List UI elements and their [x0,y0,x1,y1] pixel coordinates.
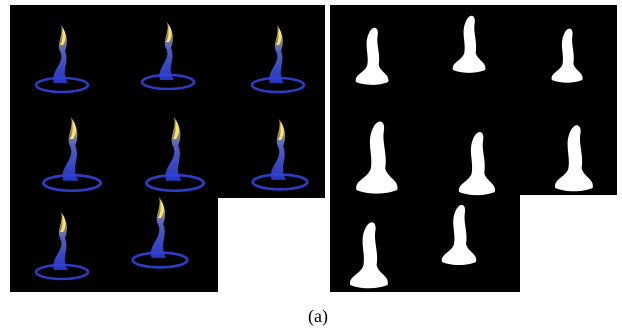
flame-panel [10,198,218,292]
figure: (a) [0,0,622,335]
caption: (a) [308,306,328,327]
